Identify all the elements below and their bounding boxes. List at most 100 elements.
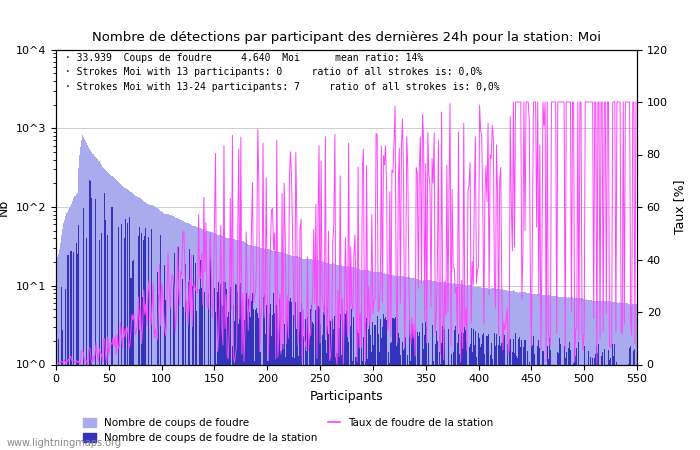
Bar: [590, 301, 591, 450]
Bar: [407, 277, 408, 450]
Bar: [532, 345, 533, 450]
Bar: [430, 364, 431, 450]
Bar: [427, 364, 428, 450]
Bar: [123, 187, 124, 450]
Bar: [251, 245, 252, 450]
Bar: [118, 227, 119, 450]
Bar: [610, 358, 611, 450]
Bar: [606, 301, 607, 450]
Bar: [266, 305, 267, 450]
Bar: [188, 224, 190, 450]
Bar: [528, 293, 530, 450]
Bar: [530, 294, 531, 450]
Bar: [290, 298, 291, 450]
Bar: [564, 346, 565, 450]
Bar: [398, 333, 399, 450]
Bar: [175, 364, 176, 450]
Bar: [296, 256, 297, 450]
Legend: Nombre de coups de foudre, Nombre de coups de foudre de la station, Taux de foud: Nombre de coups de foudre, Nombre de cou…: [79, 414, 498, 447]
Bar: [235, 240, 236, 450]
Bar: [155, 364, 156, 450]
Bar: [238, 240, 239, 450]
Bar: [288, 328, 289, 450]
Bar: [193, 226, 194, 450]
Bar: [99, 240, 100, 450]
Bar: [555, 296, 556, 450]
Bar: [57, 339, 59, 450]
Bar: [378, 333, 379, 450]
Bar: [283, 344, 284, 450]
Bar: [608, 301, 609, 450]
Bar: [106, 364, 107, 450]
Bar: [227, 238, 228, 450]
Bar: [117, 364, 118, 450]
Bar: [173, 216, 174, 450]
Bar: [607, 364, 608, 450]
Bar: [632, 304, 634, 450]
Bar: [321, 364, 322, 450]
Bar: [86, 238, 88, 450]
Bar: [219, 299, 220, 450]
Bar: [625, 364, 626, 450]
Bar: [332, 264, 333, 450]
Bar: [101, 233, 102, 450]
Bar: [199, 228, 200, 450]
Bar: [540, 294, 541, 450]
Bar: [292, 357, 293, 450]
Bar: [154, 364, 155, 450]
Bar: [231, 238, 232, 450]
Bar: [329, 320, 330, 450]
Bar: [209, 364, 210, 450]
Bar: [421, 280, 422, 450]
Bar: [395, 346, 397, 450]
Bar: [476, 287, 477, 450]
Bar: [615, 302, 617, 450]
Bar: [225, 238, 227, 450]
Bar: [447, 364, 449, 450]
Bar: [66, 364, 67, 450]
Bar: [563, 297, 564, 450]
Bar: [367, 270, 368, 450]
Bar: [230, 287, 231, 450]
Bar: [234, 321, 235, 450]
Bar: [198, 227, 199, 450]
Bar: [424, 280, 425, 450]
Bar: [513, 339, 514, 450]
Bar: [347, 317, 348, 450]
Bar: [624, 303, 625, 450]
Bar: [291, 302, 292, 450]
Bar: [208, 231, 209, 450]
Bar: [356, 330, 358, 450]
Bar: [621, 364, 622, 450]
Bar: [351, 267, 352, 450]
Bar: [374, 325, 375, 450]
Bar: [214, 233, 215, 450]
Bar: [439, 352, 440, 450]
Bar: [371, 271, 372, 450]
Bar: [386, 320, 387, 450]
Bar: [232, 346, 233, 450]
Bar: [540, 364, 541, 450]
Bar: [403, 276, 404, 450]
Bar: [382, 273, 383, 450]
Bar: [104, 169, 105, 450]
Bar: [340, 315, 341, 450]
Bar: [379, 352, 380, 450]
Bar: [360, 270, 362, 450]
Bar: [428, 342, 429, 450]
Bar: [318, 261, 320, 450]
Bar: [159, 364, 160, 450]
Bar: [267, 361, 268, 450]
Bar: [344, 313, 345, 450]
Bar: [438, 282, 439, 450]
Bar: [264, 295, 265, 450]
Bar: [177, 364, 178, 450]
Bar: [634, 349, 636, 450]
Bar: [383, 273, 384, 450]
Bar: [100, 364, 101, 450]
Bar: [351, 309, 352, 450]
Bar: [239, 284, 240, 450]
Bar: [543, 364, 545, 450]
Bar: [255, 246, 256, 450]
Bar: [132, 260, 134, 450]
